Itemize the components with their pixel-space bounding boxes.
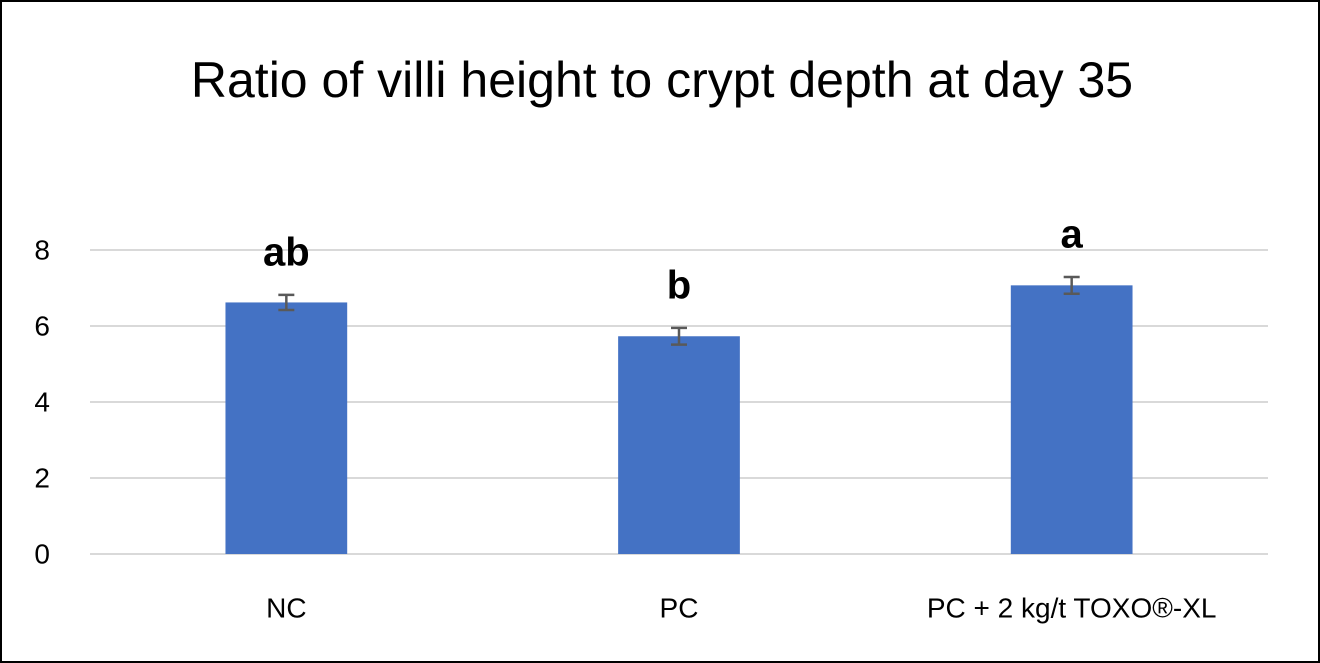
annotation: ab — [263, 230, 310, 274]
y-tick-label: 2 — [34, 462, 50, 493]
x-tick-label: PC + 2 kg/t TOXO®-XL — [927, 592, 1217, 623]
annotation: b — [667, 263, 691, 307]
bar — [1010, 285, 1133, 554]
annotation: a — [1061, 213, 1084, 257]
error-bar — [671, 326, 687, 346]
y-tick-label: 8 — [34, 234, 50, 265]
bar — [225, 302, 348, 554]
y-tick-label: 4 — [34, 386, 50, 417]
x-tick-label: PC — [660, 592, 699, 623]
bar — [618, 336, 740, 554]
y-tick-label: 0 — [34, 538, 50, 569]
error-bar — [278, 293, 295, 312]
error-bar — [1063, 275, 1080, 295]
x-tick-label: NC — [266, 592, 306, 623]
y-tick-label: 6 — [34, 310, 50, 341]
chart-title: Ratio of villi height to crypt depth at … — [190, 52, 1134, 108]
